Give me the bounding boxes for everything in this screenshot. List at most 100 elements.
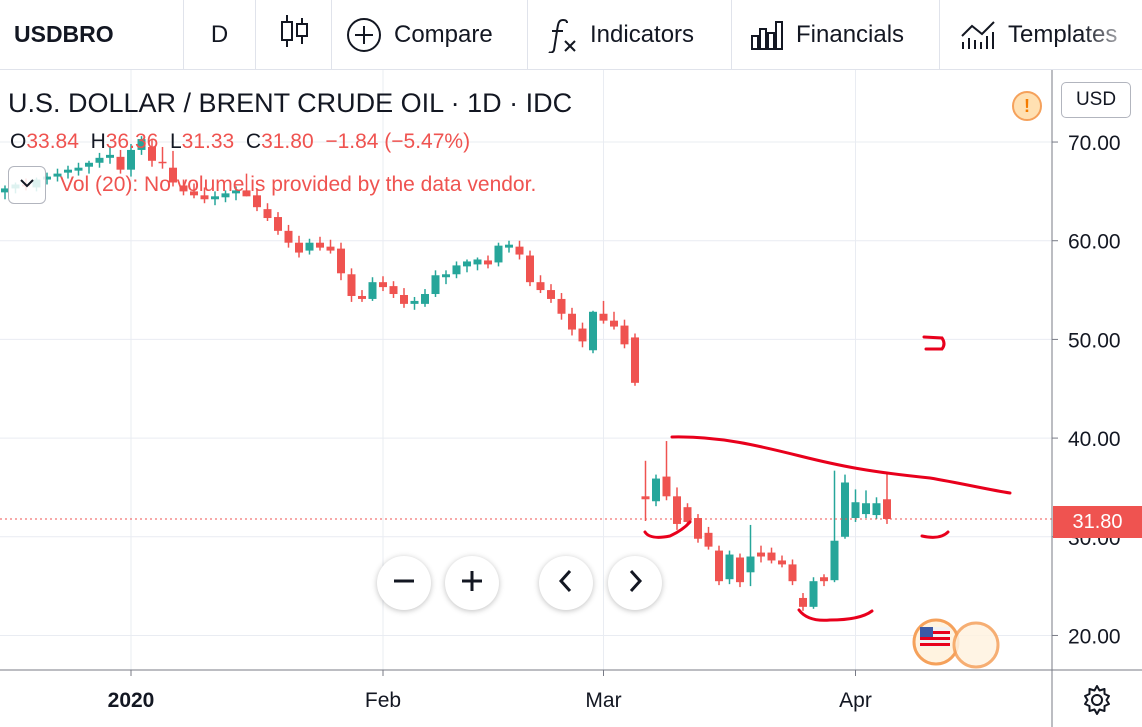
open-value: 33.84 [26, 130, 79, 153]
scroll-left-button[interactable] [539, 556, 593, 610]
candle-body [820, 577, 828, 582]
candle-body [253, 195, 261, 208]
chevron-right-icon [625, 569, 645, 598]
candle-body [337, 248, 345, 274]
price-tick-label: 40.00 [1068, 428, 1121, 451]
chevron-left-icon [556, 569, 576, 598]
candle-body [43, 176, 51, 180]
candle-body [641, 496, 650, 500]
candle-body [599, 313, 608, 321]
candle-body [862, 503, 870, 515]
candle-body [263, 209, 272, 219]
ohlc-legend: O33.84 H36.36 L31.33 C31.80 −1.84 (−5.47… [10, 130, 470, 154]
function-icon [548, 17, 578, 53]
candle-body [830, 540, 839, 581]
candle-body [662, 476, 671, 497]
candle-body [631, 337, 639, 383]
indicators-label: Indicators [590, 20, 695, 48]
candle-body [473, 259, 482, 265]
interval-label: D [210, 20, 229, 48]
plus-icon [460, 569, 484, 598]
zoom-in-button[interactable] [445, 556, 499, 610]
templates-button[interactable]: Templates [940, 0, 1142, 69]
candle-body [200, 195, 209, 200]
candle-body [694, 518, 702, 539]
candle-body [673, 496, 681, 524]
candle-body [347, 274, 356, 296]
change-value: −1.84 (−5.47%) [325, 130, 471, 153]
compare-button[interactable]: Compare [332, 0, 528, 69]
candle-body [158, 161, 167, 164]
candle-body [872, 503, 881, 516]
open-label: O [10, 130, 27, 153]
warning-icon[interactable]: ! [1012, 91, 1042, 121]
candle-body [64, 169, 72, 173]
candle-body [284, 230, 293, 243]
candle-body [725, 554, 734, 580]
candle-body [505, 244, 513, 248]
candle-body [746, 556, 755, 573]
templates-label: Templates [1008, 20, 1118, 48]
bracket-drawing [797, 608, 874, 622]
scroll-right-button[interactable] [608, 556, 662, 610]
low-label: L [169, 130, 182, 153]
candle-body [851, 502, 860, 519]
candle-body [389, 286, 398, 295]
bracket-drawing [643, 520, 692, 539]
candle-body [326, 246, 335, 251]
candle-body [400, 295, 408, 304]
candle-body [232, 190, 240, 194]
candle-body [841, 482, 849, 537]
time-tick-label: Apr [839, 689, 872, 712]
financials-button[interactable]: Financials [732, 0, 940, 69]
candle-body [85, 162, 93, 167]
currency-button[interactable]: USD [1061, 82, 1131, 118]
zoom-out-button[interactable] [377, 556, 431, 610]
candle-body [515, 246, 524, 255]
candle-body [610, 320, 618, 327]
candle-body [809, 581, 818, 607]
event-markers [912, 618, 1000, 669]
candle-body [757, 552, 765, 557]
chart-type-button[interactable] [256, 0, 332, 69]
candle-body [368, 282, 377, 299]
candle-body [799, 597, 807, 607]
price-tick-label: 70.00 [1068, 132, 1121, 155]
candle-body [536, 282, 545, 291]
high-label: H [90, 130, 106, 153]
indicators-button[interactable]: Indicators [528, 0, 732, 69]
chart-settings-button[interactable] [1080, 683, 1114, 722]
candle-body [494, 245, 503, 263]
legend-collapse-button[interactable] [8, 166, 46, 204]
candle-body [211, 196, 219, 200]
candle-body [620, 325, 629, 345]
candle-body [137, 139, 146, 150]
chart-title: U.S. DOLLAR / BRENT CRUDE OIL · 1D · IDC [8, 88, 573, 118]
candle-body [106, 154, 114, 158]
candle-body [274, 217, 282, 231]
interval-button[interactable]: D [184, 0, 256, 69]
candle-body [305, 242, 314, 251]
candle-body [557, 298, 566, 314]
candle-body [421, 294, 429, 304]
bracket-drawing [922, 335, 946, 351]
candle-body [431, 275, 440, 295]
symbol-search-button[interactable]: USDBRO [0, 0, 184, 69]
candle-body [442, 274, 450, 278]
candle-body [652, 478, 660, 502]
minus-icon [392, 569, 416, 598]
high-value: 36.36 [105, 130, 159, 153]
gear-icon [1080, 685, 1114, 721]
candle-body [358, 295, 366, 299]
bar-chart-icon [750, 20, 784, 50]
time-tick-label: 2020 [108, 689, 155, 712]
candle-body [589, 311, 597, 351]
price-tick-label: 20.00 [1068, 625, 1121, 648]
candle-body [295, 242, 303, 253]
trendline-drawing [670, 435, 1012, 495]
plus-circle-icon [346, 17, 382, 53]
time-axis: 2020 Feb Mar Apr [108, 670, 872, 712]
candle-body [526, 255, 534, 283]
